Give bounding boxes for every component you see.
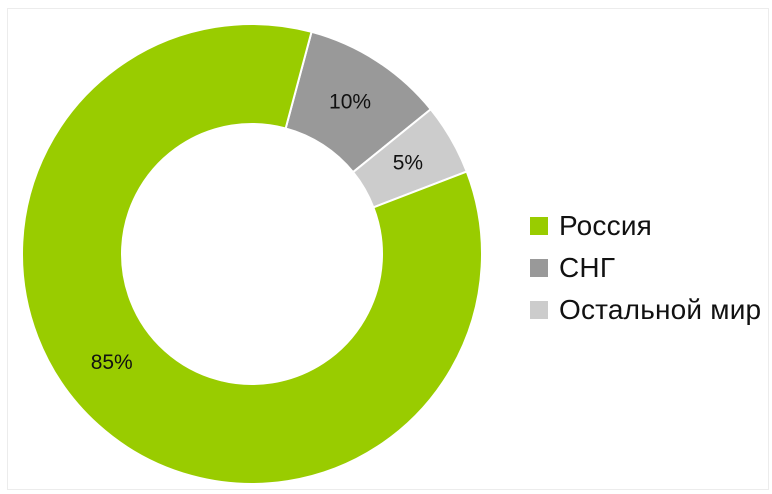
legend: Россия СНГ Остальной мир xyxy=(530,205,761,331)
slice-label-rest-of-world: 5% xyxy=(393,152,423,175)
slice-label-cis: 10% xyxy=(329,91,371,114)
slice-label-russia: 85% xyxy=(91,351,133,374)
donut-slice-russia xyxy=(21,23,483,485)
legend-label-cis: СНГ xyxy=(559,252,616,283)
legend-item-rest-of-world: Остальной мир xyxy=(530,289,761,331)
donut-slices xyxy=(21,23,483,485)
legend-item-cis: СНГ xyxy=(530,247,761,289)
legend-label-russia: Россия xyxy=(559,210,653,241)
legend-swatch-rest-of-world xyxy=(530,301,548,319)
legend-swatch-cis xyxy=(530,259,548,277)
legend-swatch-russia xyxy=(530,217,548,235)
donut-slice-labels: 10% 5% 85% xyxy=(91,91,423,375)
legend-item-russia: Россия xyxy=(530,205,761,247)
legend-label-rest-of-world: Остальной мир xyxy=(559,294,762,325)
